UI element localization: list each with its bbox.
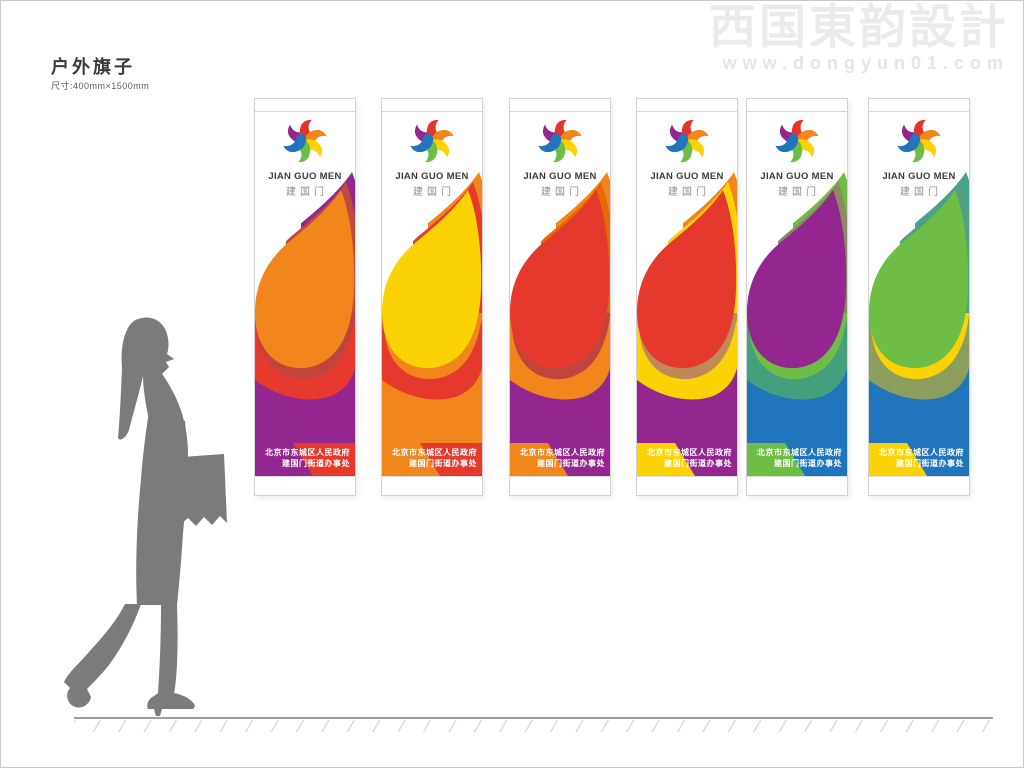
pinwheel-logo-icon [283,119,327,163]
pinwheel-logo-icon [665,119,709,163]
watermark-url: www.dongyun01.com [722,53,1009,73]
footer-government-line: 北京市东城区人民政府 [879,448,964,457]
logo-chinese-text: 建国门 [900,187,942,198]
flag-top-pocket [255,99,355,112]
flag-top-pocket [382,99,482,112]
swoosh-artwork [747,112,847,476]
pinwheel-logo-icon [775,119,819,163]
footer-band: 北京市东城区人民政府 建国门街道办事处 [637,443,737,476]
footer-office-line: 建国门街道办事处 [896,458,964,468]
footer-office-line: 建国门街道办事处 [664,458,732,468]
logo-chinese-text: 建国门 [541,187,583,198]
logo-english-text: JIAN GUO MEN [523,171,597,182]
jianguomen-logo: JIAN GUO MEN 建国门 [869,118,969,198]
silhouette-head-hair [118,317,174,440]
flag-bottom-pocket [747,476,847,495]
flag-bottom-pocket [382,476,482,495]
silhouette-skirt [136,412,188,605]
studio-watermark: 西国東韵設計 www.dongyun01.com [709,1,1009,73]
logo-chinese-text: 建国门 [668,187,710,198]
swoosh-artwork [382,112,482,476]
logo-english-text: JIAN GUO MEN [760,171,834,182]
swoosh-artwork [869,112,969,476]
page-title: 户外旗子 [51,57,135,77]
logo-english-text: JIAN GUO MEN [395,171,469,182]
ground-hatching [74,720,993,732]
pinwheel-logo-icon [897,119,941,163]
footer-government-line: 北京市东城区人民政府 [520,448,605,457]
jianguomen-logo: JIAN GUO MEN 建国门 [747,118,847,198]
flag-artwork-area: JIAN GUO MEN 建国门 北京市东城区人民政府 建国门街道办事处 [510,112,610,476]
flag-banner-orange-purple: JIAN GUO MEN 建国门 北京市东城区人民政府 建国门街道办事处 [254,98,356,496]
flag-artwork-area: JIAN GUO MEN 建国门 北京市东城区人民政府 建国门街道办事处 [382,112,482,476]
flag-top-pocket [637,99,737,112]
swoosh-artwork [637,112,737,476]
flag-banner-green-yellow-blue: JIAN GUO MEN 建国门 北京市东城区人民政府 建国门街道办事处 [868,98,970,496]
footer-office-line: 建国门街道办事处 [774,458,842,468]
pinwheel-logo-icon [410,119,454,163]
flag-bottom-pocket [255,476,355,495]
watermark-brand-text: 西国東韵設計 [709,0,1009,53]
silhouette-bag [182,454,227,526]
flag-top-pocket [869,99,969,112]
flag-banner-red-orange-purple: JIAN GUO MEN 建国门 北京市东城区人民政府 建国门街道办事处 [509,98,611,496]
flag-artwork-area: JIAN GUO MEN 建国门 北京市东城区人民政府 建国门街道办事处 [869,112,969,476]
logo-chinese-text: 建国门 [413,187,455,198]
jianguomen-logo: JIAN GUO MEN 建国门 [637,118,737,198]
footer-band: 北京市东城区人民政府 建国门街道办事处 [747,443,847,476]
footer-government-line: 北京市东城区人民政府 [265,448,350,457]
jianguomen-logo: JIAN GUO MEN 建国门 [510,118,610,198]
flag-banner-yellow-red: JIAN GUO MEN 建国门 北京市东城区人民政府 建国门街道办事处 [381,98,483,496]
flag-bottom-pocket [869,476,969,495]
flag-banner-red-yellow-purple: JIAN GUO MEN 建国门 北京市东城区人民政府 建国门街道办事处 [636,98,738,496]
logo-english-text: JIAN GUO MEN [268,171,342,182]
flag-top-pocket [510,99,610,112]
silhouette-planted-leg [147,604,195,716]
jianguomen-logo: JIAN GUO MEN 建国门 [382,118,482,198]
swoosh-artwork [510,112,610,476]
flag-bottom-pocket [510,476,610,495]
footer-government-line: 北京市东城区人民政府 [647,448,732,457]
flag-bottom-pocket [637,476,737,495]
flag-artwork-area: JIAN GUO MEN 建国门 北京市东城区人民政府 建国门街道办事处 [747,112,847,476]
silhouette-jacket-hem [159,491,219,513]
logo-chinese-text: 建国门 [286,187,328,198]
pinwheel-logo-icon [538,119,582,163]
footer-band: 北京市东城区人民政府 建国门街道办事处 [255,443,355,476]
swoosh-artwork [255,112,355,476]
page-size-spec: 尺寸:400mm×1500mm [51,81,150,91]
scale-figure-woman-silhouette [64,317,227,716]
footer-office-line: 建国门街道办事处 [409,458,477,468]
jianguomen-logo: JIAN GUO MEN 建国门 [255,118,355,198]
logo-english-text: JIAN GUO MEN [882,171,956,182]
flag-banner-purple-green-blue: JIAN GUO MEN 建国门 北京市东城区人民政府 建国门街道办事处 [746,98,848,496]
silhouette-trailing-leg [64,604,141,708]
flag-artwork-area: JIAN GUO MEN 建国门 北京市东城区人民政府 建国门街道办事处 [637,112,737,476]
logo-english-text: JIAN GUO MEN [650,171,724,182]
flag-top-pocket [747,99,847,112]
flag-artwork-area: JIAN GUO MEN 建国门 北京市东城区人民政府 建国门街道办事处 [255,112,355,476]
ground-line [74,717,993,719]
footer-band: 北京市东城区人民政府 建国门街道办事处 [510,443,610,476]
footer-government-line: 北京市东城区人民政府 [392,448,477,457]
footer-government-line: 北京市东城区人民政府 [757,448,842,457]
footer-office-line: 建国门街道办事处 [537,458,605,468]
footer-band: 北京市东城区人民政府 建国门街道办事处 [869,443,969,476]
footer-office-line: 建国门街道办事处 [282,458,350,468]
footer-band: 北京市东城区人民政府 建国门街道办事处 [382,443,482,476]
logo-chinese-text: 建国门 [778,187,820,198]
